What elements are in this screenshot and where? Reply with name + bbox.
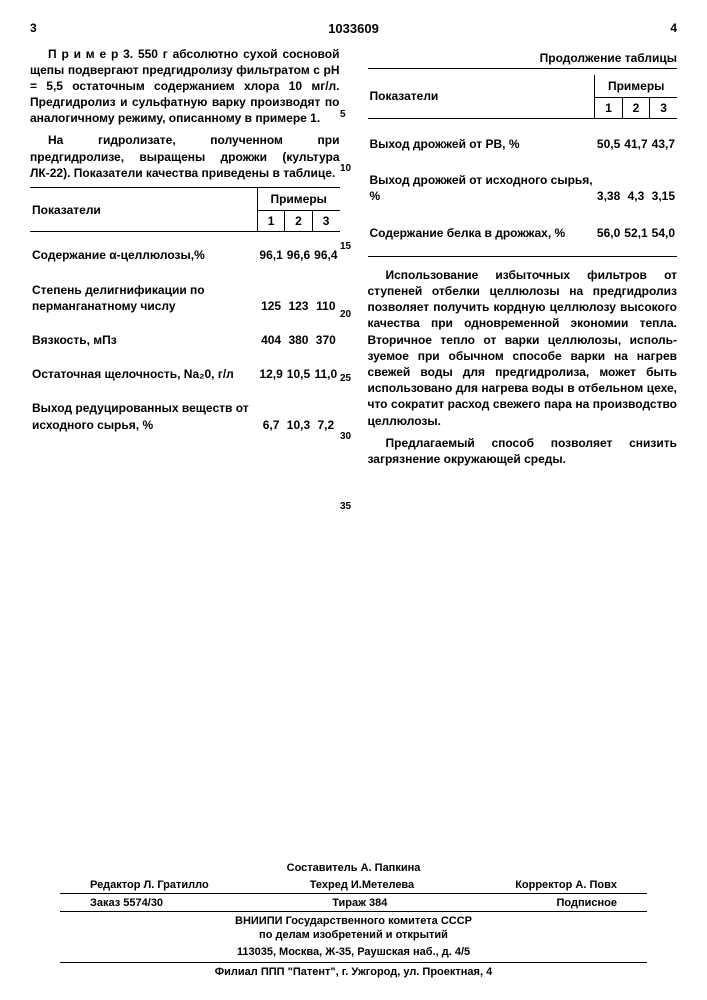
table-main: Показатели Примеры 1 2 3 Содержание α-це… [30, 187, 340, 436]
cell: 56,0 [595, 222, 622, 244]
cell: 4,3 [622, 169, 649, 207]
cell: 96,6 [285, 244, 312, 266]
footer: Составитель А. Папкина Редактор Л. Грати… [30, 821, 677, 980]
paragraph-example3: П р и м е р 3. 550 г абсолютно сухой сос… [30, 46, 340, 127]
cell: 10,3 [285, 397, 312, 435]
cell: 11,0 [312, 363, 339, 385]
th-col1: 1 [257, 211, 284, 232]
paragraph-usage: Использование избыточных фильтров от сту… [368, 267, 678, 429]
line-num: 5 [340, 108, 346, 122]
row-label: Выход дрож­жей от ис­ходного сы­рья, % [368, 169, 595, 207]
page-num-left: 3 [30, 20, 50, 38]
row-label: Остаточная щелочность, Na₂0, г/л [30, 363, 257, 385]
right-column: Продолжение таблицы Показатели Примеры 1… [368, 46, 678, 822]
compiler-line: Составитель А. Папкина [30, 861, 677, 876]
row-label: Содержание α-целлюлозы,% [30, 244, 257, 266]
cell: 123 [285, 279, 312, 317]
line-num: 35 [340, 500, 351, 514]
cell: 96,4 [312, 244, 339, 266]
row-label: Степень де­лигнификации по перманганат­н… [30, 279, 257, 317]
order: Заказ 5574/30 [90, 896, 163, 911]
paragraph-hydrolyzate: На гидролизате, полученном при предгидро… [30, 132, 340, 181]
line-num: 10 [340, 162, 351, 176]
addr1: 113035, Москва, Ж-35, Раушская наб., д. … [60, 945, 647, 963]
page-num-right: 4 [657, 20, 677, 38]
cell: 380 [285, 329, 312, 351]
org-line1: ВНИИПИ Государственного комитета СССР [30, 914, 677, 929]
th-col1: 1 [595, 97, 622, 118]
th-col2: 2 [622, 97, 649, 118]
cell: 110 [312, 279, 339, 317]
editor: Редактор Л. Гратилло [90, 878, 209, 893]
row-label: Вязкость, мПз [30, 329, 257, 351]
cell: 12,9 [257, 363, 284, 385]
cell: 3,38 [595, 169, 622, 207]
cell: 370 [312, 329, 339, 351]
org-line2: по делам изобретений и открытий [30, 928, 677, 943]
cell: 54,0 [650, 222, 677, 244]
table-continuation-title: Продолжение таблицы [368, 50, 678, 69]
th-col3: 3 [650, 97, 677, 118]
tech-editor: Техред И.Метелева [310, 878, 414, 893]
left-column: П р и м е р 3. 550 г абсолютно сухой сос… [30, 46, 340, 822]
table-continuation: Показатели Примеры 1 2 3 Выход дрож­жей … [368, 75, 678, 257]
th-indicator: Показатели [368, 75, 595, 119]
th-col2: 2 [285, 211, 312, 232]
th-examples: Примеры [595, 75, 677, 98]
paragraph-proposed: Предлагаемый способ позволяет снизить за… [368, 435, 678, 467]
cell: 50,5 [595, 133, 622, 155]
row-label: Содержание белка в дрож­жах, % [368, 222, 595, 244]
line-num: 20 [340, 308, 351, 322]
header: 3 1033609 4 [30, 20, 677, 38]
subscribe: Подписное [557, 896, 617, 911]
cell: 10,5 [285, 363, 312, 385]
cell: 125 [257, 279, 284, 317]
cell: 7,2 [312, 397, 339, 435]
addr2: Филиал ППП "Патент", г. Ужгород, ул. Про… [30, 965, 677, 980]
cell: 52,1 [622, 222, 649, 244]
row-label: Выход дрож­жей от РВ, % [368, 133, 595, 155]
line-num: 25 [340, 372, 351, 386]
document-number: 1033609 [50, 20, 657, 38]
row-label: Выход редуци­рованных ве­ществ от ис­ход… [30, 397, 257, 435]
cell: 3,15 [650, 169, 677, 207]
line-num: 15 [340, 240, 351, 254]
cell: 404 [257, 329, 284, 351]
cell: 6,7 [257, 397, 284, 435]
th-col3: 3 [312, 211, 339, 232]
line-num: 30 [340, 430, 351, 444]
cell: 96,1 [257, 244, 284, 266]
corrector: Корректор А. Повх [515, 878, 617, 893]
th-examples: Примеры [257, 188, 339, 211]
th-indicator: Показатели [30, 188, 257, 232]
columns: П р и м е р 3. 550 г абсолютно сухой сос… [30, 46, 677, 822]
tirazh: Тираж 384 [332, 896, 387, 911]
cell: 41,7 [622, 133, 649, 155]
cell: 43,7 [650, 133, 677, 155]
page-container: 3 1033609 4 5 10 15 20 25 30 35 П р и м … [0, 0, 707, 1000]
